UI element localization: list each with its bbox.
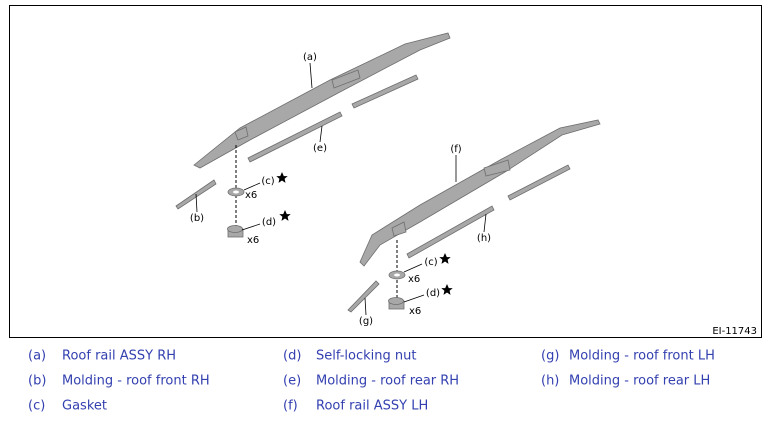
nut-top	[388, 297, 404, 305]
leader	[243, 182, 261, 191]
nut-top	[227, 225, 243, 233]
legend-code: (h)	[541, 374, 559, 389]
callout: (c)	[424, 257, 437, 268]
molding-front-lh	[347, 280, 380, 313]
star	[276, 172, 288, 183]
molding-rear-rh	[351, 74, 419, 109]
legend-text: Roof rail ASSY LH	[316, 399, 428, 414]
leader	[319, 125, 323, 143]
legend-code: (c)	[28, 399, 45, 414]
callout: (d)	[426, 288, 440, 299]
rail-foot	[483, 159, 511, 177]
quantity: x6	[409, 306, 421, 317]
legend-code: (a)	[28, 349, 46, 364]
figure-frame	[9, 5, 762, 338]
callout: (b)	[190, 213, 204, 224]
callout: (e)	[313, 143, 327, 154]
leaders	[195, 62, 487, 316]
legend-text: Molding - roof front LH	[569, 349, 715, 364]
molding-rear-lh	[507, 164, 571, 201]
rail-foot	[234, 126, 249, 141]
legend-text: Molding - roof rear RH	[316, 374, 459, 389]
quantity: x6	[245, 190, 257, 201]
leader	[403, 263, 423, 273]
stars	[276, 172, 453, 295]
star	[279, 210, 291, 221]
leader	[241, 223, 261, 231]
star	[441, 284, 453, 295]
callout: (h)	[477, 233, 491, 244]
molding-rear-lh	[406, 205, 495, 259]
legend-code: (f)	[283, 399, 298, 414]
molding-rear-rh	[247, 111, 343, 163]
legend-code: (e)	[283, 374, 301, 389]
callout: (g)	[359, 316, 373, 327]
callout: (d)	[262, 217, 276, 228]
legend-text: Gasket	[62, 399, 107, 414]
gasket-hole	[394, 273, 400, 277]
legend-text: Roof rail ASSY RH	[62, 349, 176, 364]
star	[439, 253, 451, 264]
callout: (f)	[450, 144, 461, 155]
leader	[483, 213, 487, 233]
rail-foot	[391, 221, 407, 237]
callout: (c)	[261, 176, 274, 187]
legend-code: (b)	[28, 374, 46, 389]
gasket-hole	[233, 190, 239, 194]
legend-text: Molding - roof rear LH	[569, 374, 710, 389]
legend-text: Self-locking nut	[316, 349, 416, 364]
roof-rail-rh	[193, 32, 451, 169]
legend-code: (g)	[541, 349, 559, 364]
roof-rail-lh	[359, 119, 601, 267]
rail-foot	[331, 69, 361, 89]
leader	[195, 193, 198, 213]
quantity: x6	[408, 274, 420, 285]
leader	[364, 297, 367, 316]
callout: (a)	[303, 52, 317, 63]
legend-code: (d)	[283, 349, 301, 364]
leader	[403, 294, 425, 303]
leader	[309, 62, 313, 89]
legend-text: Molding - roof front RH	[62, 374, 210, 389]
quantity: x6	[247, 235, 259, 246]
figure-id: EI-11743	[712, 326, 757, 337]
